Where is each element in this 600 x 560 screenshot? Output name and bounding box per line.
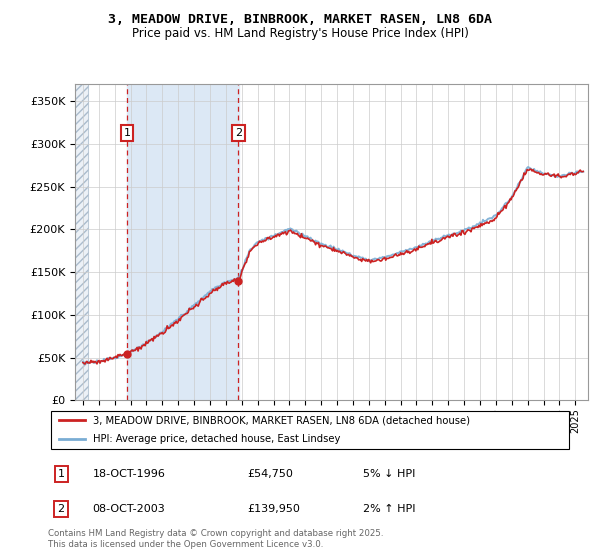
Text: 3, MEADOW DRIVE, BINBROOK, MARKET RASEN, LN8 6DA: 3, MEADOW DRIVE, BINBROOK, MARKET RASEN,… — [108, 13, 492, 26]
Text: 2% ↑ HPI: 2% ↑ HPI — [363, 504, 415, 514]
Text: Price paid vs. HM Land Registry's House Price Index (HPI): Price paid vs. HM Land Registry's House … — [131, 27, 469, 40]
Text: 5% ↓ HPI: 5% ↓ HPI — [363, 469, 415, 479]
Text: 3, MEADOW DRIVE, BINBROOK, MARKET RASEN, LN8 6DA (detached house): 3, MEADOW DRIVE, BINBROOK, MARKET RASEN,… — [92, 415, 470, 425]
Text: 2: 2 — [235, 128, 242, 138]
Text: Contains HM Land Registry data © Crown copyright and database right 2025.
This d: Contains HM Land Registry data © Crown c… — [48, 529, 383, 549]
Bar — [127, 84, 239, 400]
Text: 1: 1 — [124, 128, 131, 138]
Bar — [75, 84, 88, 400]
Text: £139,950: £139,950 — [248, 504, 301, 514]
Text: 08-OCT-2003: 08-OCT-2003 — [92, 504, 166, 514]
Bar — [75, 84, 88, 400]
Text: 1: 1 — [58, 469, 65, 479]
Text: HPI: Average price, detached house, East Lindsey: HPI: Average price, detached house, East… — [92, 435, 340, 445]
Text: £54,750: £54,750 — [248, 469, 293, 479]
Text: 18-OCT-1996: 18-OCT-1996 — [92, 469, 166, 479]
Text: 2: 2 — [58, 504, 65, 514]
FancyBboxPatch shape — [50, 411, 569, 449]
